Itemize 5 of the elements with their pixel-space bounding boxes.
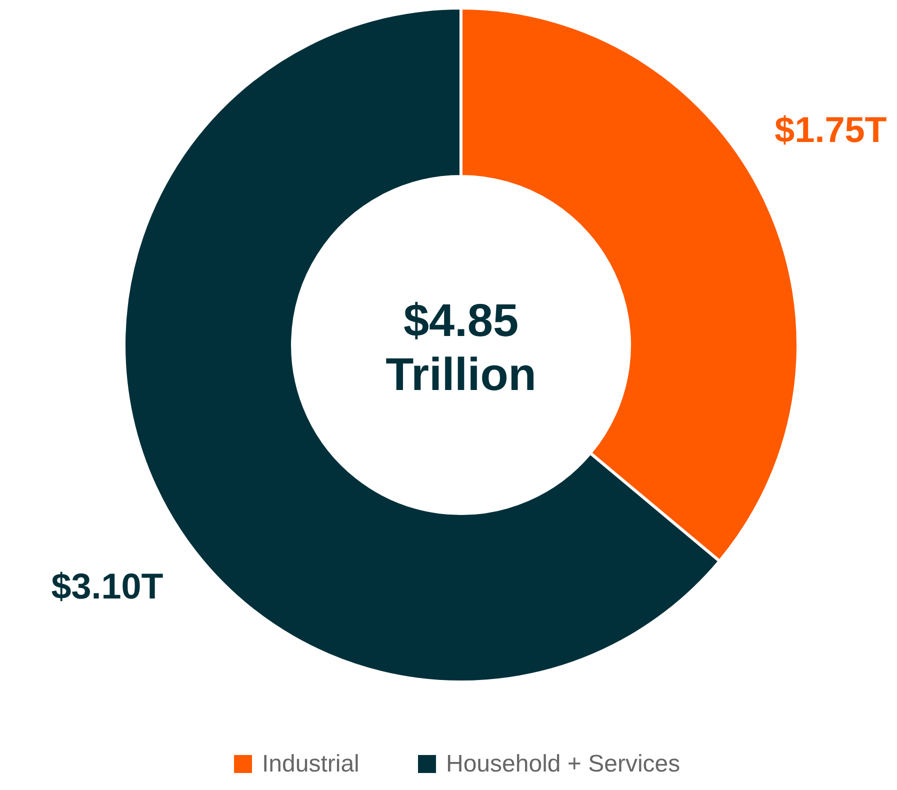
- data-label: $3.10T: [51, 565, 164, 606]
- text: $4.85 Trillion: [386, 294, 536, 400]
- data-label: $1.75T: [774, 108, 887, 150]
- legend-label: Household + Services: [446, 750, 680, 778]
- legend-label: Industrial: [262, 750, 360, 778]
